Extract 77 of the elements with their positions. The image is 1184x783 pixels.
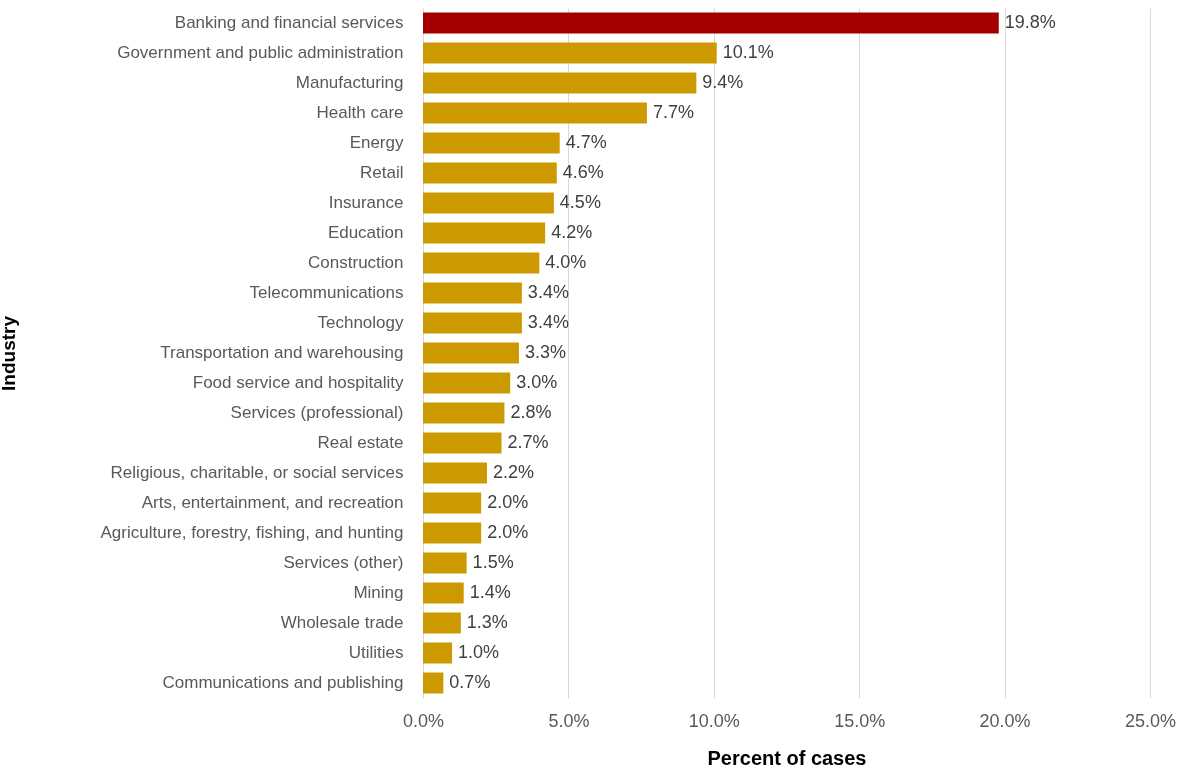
- y-tick-label: Technology: [317, 313, 404, 332]
- y-tick-label: Mining: [353, 583, 404, 602]
- y-tick-label: Manufacturing: [295, 73, 404, 92]
- bar: [423, 372, 511, 394]
- y-tick-label: Real estate: [317, 433, 404, 452]
- y-tick-label: Religious, charitable, or social services: [110, 463, 404, 482]
- y-tick-label: Insurance: [328, 193, 404, 212]
- y-tick-label: Education: [327, 223, 404, 242]
- bar: [423, 462, 487, 484]
- data-label: 3.3%: [524, 342, 566, 362]
- bar: [423, 162, 557, 184]
- data-label: 1.3%: [466, 612, 508, 632]
- y-tick-label: Services (professional): [230, 403, 404, 422]
- y-tick-label: Arts, entertainment, and recreation: [141, 493, 404, 512]
- data-label: 1.5%: [472, 552, 514, 572]
- bar: [423, 132, 560, 154]
- y-tick-label: Agriculture, forestry, fishing, and hunting: [100, 523, 404, 542]
- data-label: 3.4%: [527, 282, 569, 302]
- x-tick-label: 20.0%: [979, 710, 1031, 731]
- data-label: 2.7%: [507, 432, 549, 452]
- bar: [423, 402, 505, 424]
- bar: [423, 582, 464, 604]
- bar: [423, 192, 554, 214]
- data-label: 2.0%: [487, 522, 529, 542]
- data-label: 4.0%: [545, 252, 587, 272]
- bar: [423, 312, 522, 334]
- bar: [423, 342, 519, 364]
- x-tick-label: 25.0%: [1124, 710, 1177, 731]
- bar: [423, 102, 647, 124]
- bar: [423, 492, 482, 514]
- y-tick-label: Retail: [360, 163, 404, 182]
- y-tick-label: Telecommunications: [249, 283, 404, 302]
- data-label: 2.8%: [510, 402, 552, 422]
- y-axis-title: Industry: [0, 315, 19, 391]
- data-label: 0.7%: [449, 672, 491, 692]
- bar: [423, 72, 697, 94]
- bar: [423, 222, 546, 244]
- y-tick-label: Utilities: [348, 643, 404, 662]
- y-tick-label: Health care: [316, 103, 404, 122]
- bar: [423, 642, 453, 664]
- y-tick-label: Wholesale trade: [280, 613, 404, 632]
- data-label: 2.2%: [492, 462, 535, 482]
- bar: [423, 252, 540, 274]
- bar: [423, 672, 444, 694]
- y-tick-label: Communications and publishing: [162, 673, 404, 692]
- data-label: 1.0%: [458, 642, 500, 662]
- y-tick-label: Food service and hospitality: [192, 373, 404, 392]
- x-tick-label: 15.0%: [834, 710, 886, 731]
- data-label: 19.8%: [1004, 12, 1056, 32]
- y-tick-label: Transportation and warehousing: [160, 343, 404, 362]
- bar: [423, 282, 522, 304]
- data-label: 3.4%: [527, 312, 569, 332]
- data-label: 2.0%: [487, 492, 529, 512]
- x-tick-label: 5.0%: [548, 710, 590, 731]
- data-label: 10.1%: [722, 42, 774, 62]
- bar: [423, 612, 461, 634]
- y-tick-label: Energy: [349, 133, 404, 152]
- y-tick-label: Banking and financial services: [174, 13, 404, 32]
- bar: [423, 432, 502, 454]
- bar: [423, 12, 999, 34]
- data-label: 9.4%: [702, 72, 744, 92]
- y-tick-label: Construction: [308, 253, 404, 272]
- bar: [423, 522, 482, 544]
- y-tick-label: Government and public administration: [117, 43, 404, 62]
- x-tick-label: 10.0%: [688, 710, 740, 731]
- bar: [423, 552, 467, 574]
- y-tick-label: Services (other): [283, 553, 404, 572]
- bar: [423, 42, 717, 64]
- data-label: 4.2%: [551, 222, 593, 242]
- data-label: 7.7%: [652, 102, 694, 122]
- data-label: 4.5%: [559, 192, 601, 212]
- data-label: 3.0%: [516, 372, 558, 392]
- data-label: 1.4%: [469, 582, 511, 602]
- data-label: 4.6%: [562, 162, 604, 182]
- x-axis-title: Percent of cases: [707, 746, 867, 769]
- data-label: 4.7%: [565, 132, 607, 152]
- x-tick-label: 0.0%: [402, 710, 445, 731]
